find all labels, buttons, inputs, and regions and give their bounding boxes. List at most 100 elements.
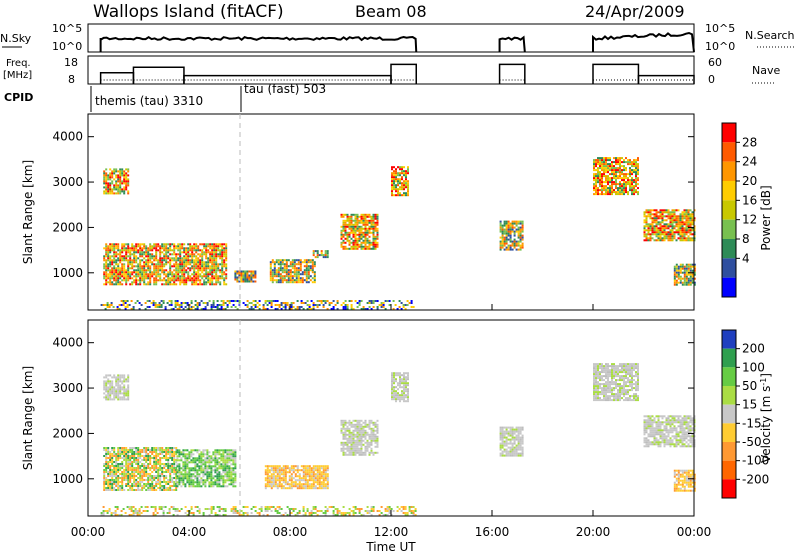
data-cell [169, 249, 172, 252]
data-cell [105, 271, 108, 274]
data-cell [305, 265, 308, 268]
data-cell [350, 451, 353, 454]
data-cell [313, 273, 316, 276]
data-cell [262, 306, 265, 308]
data-cell [228, 300, 231, 302]
data-cell [151, 263, 154, 266]
data-cell [689, 275, 692, 278]
data-cell [204, 473, 207, 476]
data-cell [123, 465, 126, 467]
data-cell [358, 243, 361, 246]
data-cell [301, 277, 304, 280]
data-cell [366, 213, 369, 216]
data-cell [677, 233, 680, 236]
data-cell [127, 174, 130, 177]
data-cell [133, 483, 136, 485]
data-cell [376, 235, 379, 238]
data-cell [521, 236, 524, 239]
data-cell [225, 267, 228, 270]
data-cell [143, 479, 146, 481]
data-cell [105, 455, 108, 457]
data-cell [399, 192, 401, 195]
data-cell [246, 278, 249, 281]
data-cell [103, 257, 106, 260]
data-cell [362, 235, 365, 238]
data-cell [165, 453, 168, 455]
data-cell [186, 481, 189, 484]
data-cell [513, 242, 516, 245]
data-cell [393, 182, 395, 185]
data-cell [147, 283, 150, 286]
data-cell [272, 477, 275, 480]
data-cell [633, 171, 635, 174]
data-cell [216, 453, 219, 456]
data-cell [681, 283, 684, 286]
freq-right-tick-bottom: 0 [708, 73, 715, 86]
data-cell [675, 263, 678, 266]
data-cell [342, 219, 345, 222]
data-cell [162, 302, 165, 304]
data-cell [147, 259, 150, 262]
data-cell [625, 157, 627, 160]
data-cell [352, 437, 355, 440]
data-cell [143, 269, 146, 272]
data-cell [268, 469, 271, 472]
data-cell [103, 481, 106, 483]
data-cell [306, 473, 309, 476]
data-cell [177, 267, 180, 270]
data-cell [213, 257, 216, 260]
data-cell [320, 302, 323, 304]
data-cell [356, 425, 359, 428]
data-cell [163, 471, 166, 473]
data-cell [192, 481, 195, 484]
data-cell [368, 445, 371, 448]
data-cell [222, 481, 225, 484]
data-cell [188, 451, 191, 454]
data-cell [356, 219, 359, 222]
data-cell [511, 220, 514, 223]
data-cell [103, 396, 106, 399]
data-cell [179, 251, 182, 254]
data-cell [364, 235, 367, 238]
data-cell [147, 483, 150, 485]
data-cell [283, 265, 286, 268]
data-cell [691, 227, 694, 230]
data-cell [673, 225, 676, 228]
data-cell [683, 227, 686, 230]
data-cell [149, 255, 152, 258]
data-cell [342, 247, 345, 250]
data-cell [391, 186, 393, 189]
data-cell [165, 255, 168, 258]
data-cell [193, 271, 196, 274]
data-cell [187, 263, 190, 266]
data-cell [318, 300, 321, 302]
data-cell [216, 300, 219, 302]
data-cell [376, 429, 379, 432]
data-cell [316, 254, 319, 257]
data-cell [115, 188, 118, 191]
data-cell [127, 455, 130, 457]
data-cell [178, 455, 181, 458]
data-cell [595, 183, 597, 186]
data-cell [346, 237, 349, 240]
data-cell [191, 281, 194, 284]
data-cell [228, 459, 231, 462]
data-cell [167, 467, 170, 469]
data-cell [659, 227, 662, 230]
data-cell [234, 306, 237, 308]
data-cell [167, 243, 170, 246]
data-cell [143, 485, 146, 487]
data-cell [179, 283, 182, 286]
data-cell [145, 265, 148, 268]
data-cell [192, 467, 195, 470]
data-cell [376, 300, 379, 302]
data-cell [159, 465, 162, 467]
data-cell [113, 178, 116, 181]
data-cell [358, 425, 361, 428]
data-cell [403, 184, 405, 187]
data-cell [175, 261, 178, 264]
data-cell [505, 224, 508, 227]
data-cell [354, 217, 357, 220]
data-cell [216, 304, 219, 306]
data-cell [290, 481, 293, 484]
